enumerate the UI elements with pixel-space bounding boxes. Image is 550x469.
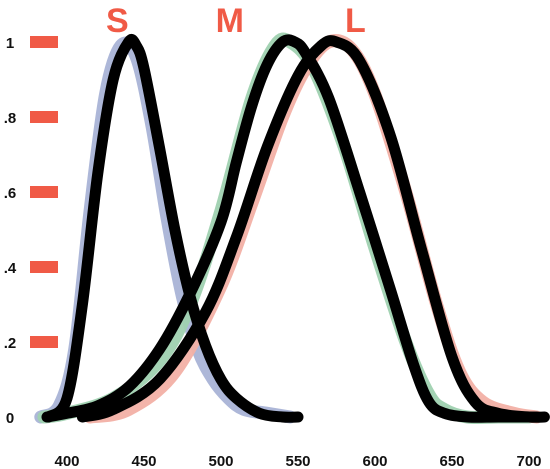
y-tick-markers bbox=[30, 36, 58, 348]
y-tick-marker bbox=[30, 261, 58, 273]
x-tick-labels: 400 450 500 550 600 650 700 bbox=[54, 453, 541, 469]
x-tick-label: 700 bbox=[516, 453, 541, 469]
y-tick-label: .8 bbox=[4, 110, 17, 127]
y-tick-label: .2 bbox=[4, 335, 17, 352]
y-tick-marker bbox=[30, 186, 58, 198]
y-tick-marker bbox=[30, 336, 58, 348]
series-label-l: L bbox=[345, 2, 366, 40]
y-tick-marker bbox=[30, 111, 58, 123]
y-tick-label: 0 bbox=[6, 410, 14, 427]
y-tick-label: .6 bbox=[4, 185, 17, 202]
x-tick-label: 550 bbox=[285, 453, 310, 469]
x-tick-label: 400 bbox=[54, 453, 79, 469]
x-tick-label: 450 bbox=[131, 453, 156, 469]
sensitivity-curves bbox=[34, 32, 550, 425]
y-tick-labels: 0 .2 .4 .6 .8 1 bbox=[4, 35, 17, 427]
series-label-s: S bbox=[106, 2, 129, 40]
x-tick-label: 650 bbox=[439, 453, 464, 469]
x-tick-label: 600 bbox=[362, 453, 387, 469]
series-label-m: M bbox=[216, 2, 244, 40]
y-tick-marker bbox=[30, 36, 58, 48]
curve-m-black bbox=[41, 34, 543, 423]
x-tick-label: 500 bbox=[208, 453, 233, 469]
y-tick-label: 1 bbox=[6, 35, 14, 52]
curve-l-black bbox=[76, 35, 550, 423]
curve-s-black bbox=[43, 34, 304, 423]
y-tick-label: .4 bbox=[4, 260, 17, 277]
